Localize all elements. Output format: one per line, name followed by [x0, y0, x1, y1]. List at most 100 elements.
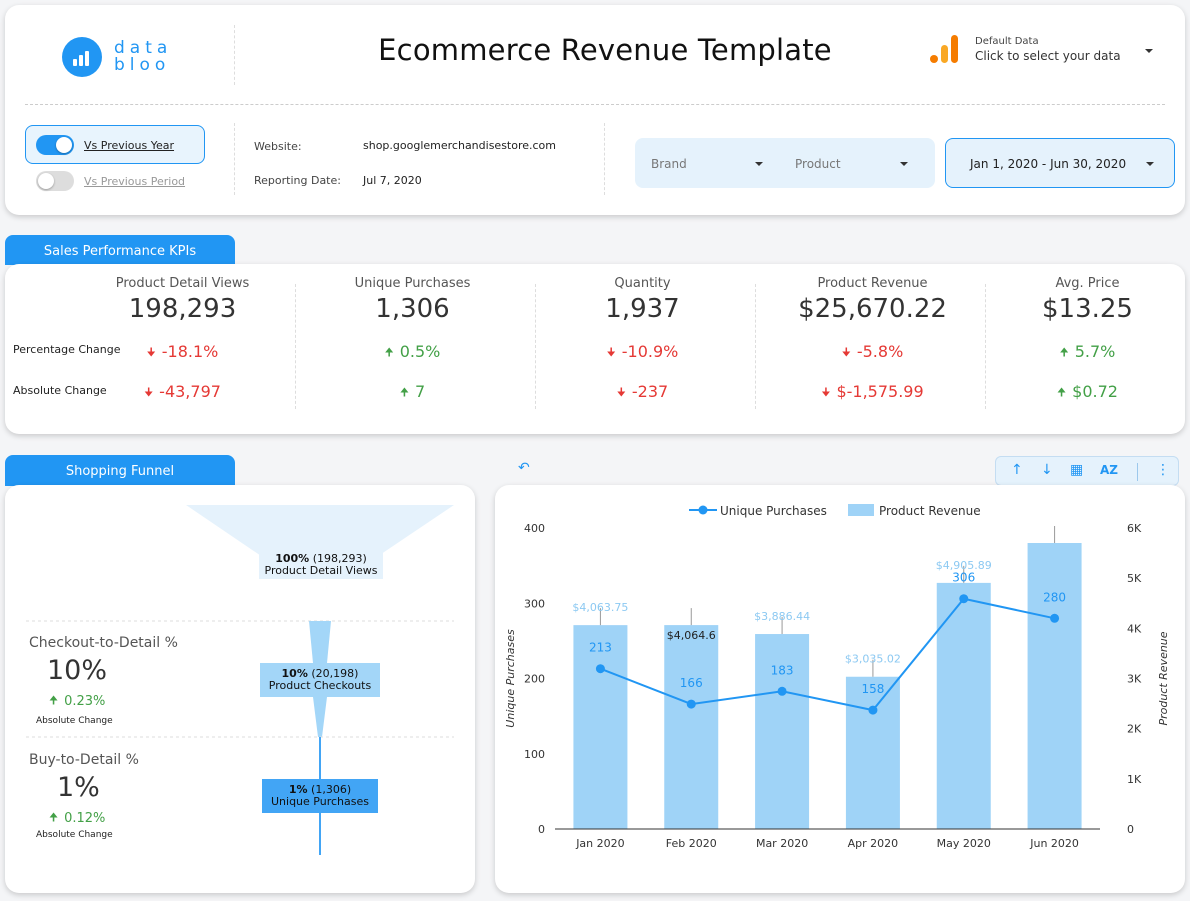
date-range-picker[interactable]: Jan 1, 2020 - Jun 30, 2020: [945, 138, 1175, 188]
kpi-percentage-change: 🠋 -5.8%: [841, 342, 904, 361]
x-tick-label: Jun 2020: [1029, 837, 1079, 850]
drill-chart-icon[interactable]: ▦: [1070, 462, 1084, 478]
line-point: [1050, 613, 1060, 623]
bar-data-label: $4,905.89: [936, 559, 992, 572]
percentage-change-label: Percentage Change: [13, 343, 121, 356]
legend-product-revenue: Product Revenue: [879, 504, 981, 518]
brand-filter[interactable]: Brand: [651, 157, 687, 171]
vs-previous-year-toggle-box[interactable]: Vs Previous Year: [25, 125, 205, 164]
arrow-down-icon: 🠋: [606, 346, 616, 359]
arrow-down-icon: 🠋: [144, 386, 154, 399]
reporting-date-value: Jul 7, 2020: [363, 174, 422, 187]
tab-shopping-funnel: Shopping Funnel: [5, 455, 235, 486]
y2-tick-label: 2K: [1127, 723, 1142, 736]
bar-data-label: $3,035.02: [845, 653, 901, 666]
legend-unique-purchases: Unique Purchases: [720, 504, 827, 518]
line-point: [868, 705, 878, 715]
line-data-label: 166: [680, 676, 703, 690]
funnel-stage-2-neck: [309, 621, 331, 663]
y2-tick-label: 0: [1127, 823, 1134, 836]
bar-revenue: [664, 625, 719, 829]
line-point: [959, 594, 969, 604]
y2-tick-label: 6K: [1127, 522, 1142, 535]
arrow-up-icon: 🠉: [1057, 386, 1067, 399]
line-unique-purchases: [600, 597, 1055, 712]
y2-tick-label: 3K: [1127, 673, 1142, 686]
y2-tick-label: 5K: [1127, 572, 1142, 585]
sort-descending-icon[interactable]: ↓: [1041, 462, 1053, 478]
y-tick-label: 200: [524, 673, 545, 686]
reporting-date-label: Reporting Date:: [254, 174, 341, 187]
kpi-1: Unique Purchases 1,306 🠉 0.5% 🠉 7: [300, 264, 525, 434]
product-filter[interactable]: Product: [795, 157, 841, 171]
line-data-label: 158: [861, 682, 884, 696]
arrow-up-icon: 🠉: [49, 694, 59, 707]
kpi-value: 1,937: [605, 294, 680, 324]
more-vert-icon[interactable]: ⋮: [1156, 462, 1170, 478]
revenue-purchases-chart-card: Unique Purchases Product Revenue 0 100 200 30…: [495, 485, 1185, 893]
arrow-down-icon: 🠋: [821, 386, 831, 399]
sort-az-icon[interactable]: AZ: [1100, 463, 1118, 477]
buy-to-detail-change: 🠉 0.12%: [49, 811, 106, 826]
buy-to-detail-sub: Absolute Change: [36, 830, 113, 840]
funnel-graphic: [26, 505, 454, 855]
kpi-value: 198,293: [128, 294, 237, 324]
brand-dropdown-icon[interactable]: [755, 162, 763, 166]
logo-text-line1: data: [114, 38, 173, 58]
line-data-label: 213: [589, 641, 612, 655]
data-source-dropdown-icon[interactable]: [1145, 49, 1153, 53]
y-tick-label: 400: [524, 522, 545, 535]
bar-data-label: $4,064.6: [667, 629, 716, 642]
kpi-absolute-change: 🠉 $0.72: [1057, 382, 1118, 401]
arrow-down-icon: 🠋: [841, 346, 851, 359]
kpi-3: Product Revenue $25,670.22 🠋 -5.8% 🠋 $-1,575.…: [760, 264, 985, 434]
funnel-stage-1-label: 100% (198,293) Product Detail Views: [259, 551, 383, 579]
date-range-text: Jan 1, 2020 - Jun 30, 2020: [970, 157, 1127, 171]
bar-revenue: [1027, 543, 1082, 829]
kpi-label: Product Revenue: [817, 276, 928, 291]
sort-ascending-icon[interactable]: ↑: [1011, 462, 1023, 478]
checkout-to-detail-value: 10%: [47, 655, 108, 686]
date-range-dropdown-icon[interactable]: [1146, 162, 1154, 166]
funnel-stage-3-label: 1% (1,306) Unique Purchases: [262, 779, 378, 813]
line-point: [686, 699, 696, 709]
kpi-label: Product Detail Views: [115, 276, 250, 291]
kpi-percentage-change: 🠉 0.5%: [384, 342, 441, 361]
header-card: data bloo Ecommerce Revenue Template Def…: [5, 5, 1185, 215]
bar-revenue: [755, 634, 810, 829]
tab-sales-performance-kpis: Sales Performance KPIs: [5, 235, 235, 265]
logo-bars-icon: [62, 37, 102, 77]
kpi-card: Percentage Change Absolute Change Produc…: [5, 264, 1185, 434]
kpi-value: 1,306: [375, 294, 450, 324]
absolute-change-label: Absolute Change: [13, 384, 107, 397]
kpi-value: $13.25: [1042, 294, 1133, 324]
x-tick-label: Feb 2020: [666, 837, 717, 850]
checkout-to-detail-title: Checkout-to-Detail %: [29, 635, 178, 651]
data-source-name: Default Data: [975, 36, 1039, 47]
kpi-value: $25,670.22: [798, 294, 947, 324]
vs-previous-year-switch[interactable]: [36, 135, 74, 155]
analytics-icon: [930, 35, 961, 63]
kpi-label: Quantity: [614, 276, 671, 291]
vs-previous-period-label[interactable]: Vs Previous Period: [84, 175, 186, 188]
arrow-up-icon: 🠉: [1059, 346, 1069, 359]
line-point: [595, 664, 605, 674]
kpi-4: Avg. Price $13.25 🠉 5.7% 🠉 $0.72: [990, 264, 1185, 434]
line-data-label: 183: [771, 663, 794, 677]
combo-chart: Unique Purchases Product Revenue 0 100 200 30…: [504, 504, 1170, 850]
databloo-logo[interactable]: data bloo: [62, 37, 172, 77]
vs-previous-year-label[interactable]: Vs Previous Year: [84, 139, 175, 152]
y2-tick-label: 4K: [1127, 622, 1142, 635]
product-dropdown-icon[interactable]: [900, 162, 908, 166]
kpi-absolute-change: 🠋 $-1,575.99: [821, 382, 924, 401]
kpi-absolute-change: 🠋 -237: [616, 382, 669, 401]
kpi-percentage-change: 🠉 5.7%: [1059, 342, 1116, 361]
arrow-up-icon: 🠉: [399, 386, 409, 399]
checkout-to-detail-change: 🠉 0.23%: [49, 694, 106, 709]
undo-icon[interactable]: ↶: [518, 460, 530, 476]
bar-revenue: [936, 582, 991, 829]
vs-previous-period-switch[interactable]: [36, 171, 74, 191]
line-data-label: 280: [1043, 590, 1066, 604]
data-source-selector[interactable]: Default Data Click to select your data: [975, 36, 1121, 63]
header-divider: [25, 104, 1165, 105]
